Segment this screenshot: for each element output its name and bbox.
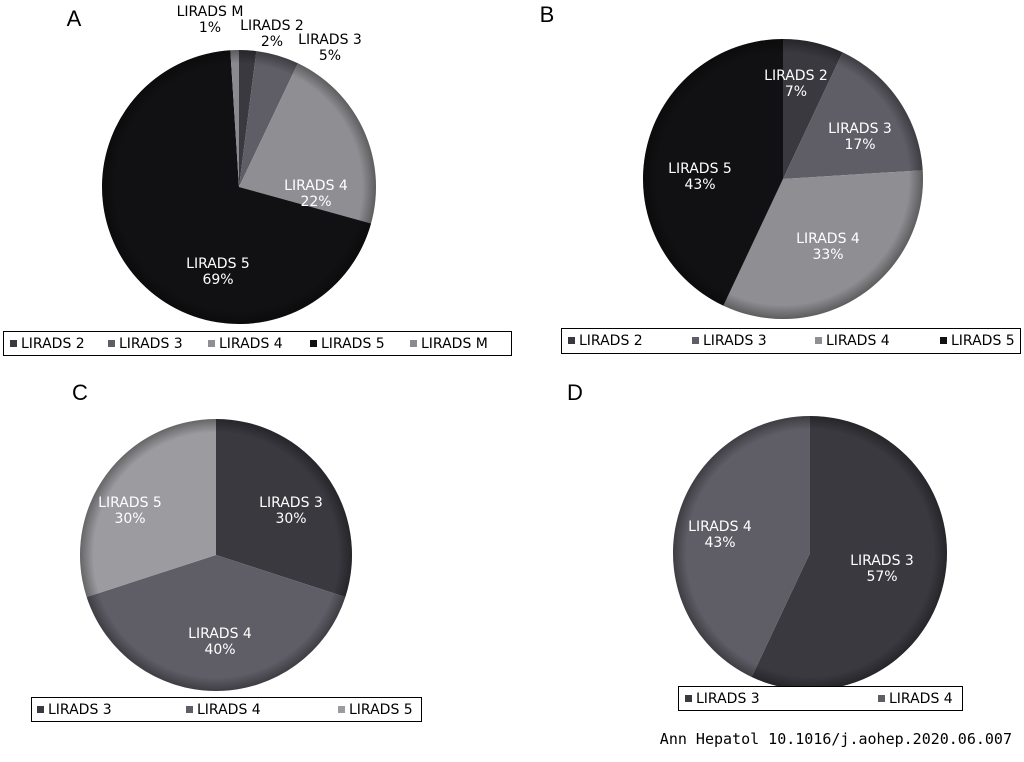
slice-label-category: LIRADS 3 bbox=[259, 495, 323, 511]
slice-label-category: LIRADS 5 bbox=[668, 161, 732, 177]
panel-letter: D bbox=[567, 380, 583, 405]
legend-label: LIRADS M bbox=[421, 336, 488, 352]
legend-label: LIRADS 3 bbox=[119, 336, 183, 352]
slice-label-percent: 30% bbox=[275, 511, 306, 527]
slice-label-category: LIRADS 5 bbox=[186, 256, 250, 272]
legend-swatch bbox=[568, 337, 575, 344]
slice-label-category: LIRADS 5 bbox=[98, 495, 162, 511]
legend-box bbox=[3, 331, 512, 356]
slice-label-category: LIRADS 4 bbox=[796, 231, 860, 247]
slice-label-category: LIRADS 4 bbox=[284, 178, 348, 194]
legend-swatch bbox=[10, 340, 17, 347]
legend-label: LIRADS 2 bbox=[21, 336, 85, 352]
slice-label-percent: 33% bbox=[812, 247, 843, 263]
legend-label: LIRADS 3 bbox=[48, 702, 112, 718]
panel-letter: B bbox=[540, 2, 555, 27]
legend-swatch bbox=[338, 706, 345, 713]
slice-label-percent: 40% bbox=[204, 642, 235, 658]
legend-swatch bbox=[186, 706, 193, 713]
slice-label-category: LIRADS 3 bbox=[298, 32, 362, 48]
slice-label-category: LIRADS 3 bbox=[850, 553, 914, 569]
pie-edge-shading bbox=[80, 419, 352, 691]
legend-swatch bbox=[940, 337, 947, 344]
legend-label: LIRADS 4 bbox=[197, 702, 261, 718]
slice-label-percent: 5% bbox=[319, 48, 341, 64]
pie-edge-shading bbox=[643, 39, 923, 319]
legend-label: LIRADS 3 bbox=[696, 691, 760, 707]
legend-swatch bbox=[310, 340, 317, 347]
slice-label-percent: 43% bbox=[684, 177, 715, 193]
citation: Ann Hepatol 10.1016/j.aohep.2020.06.007 bbox=[659, 730, 1012, 748]
legend-label: LIRADS 4 bbox=[889, 691, 953, 707]
legend-label: LIRADS 4 bbox=[826, 333, 890, 349]
legend-swatch bbox=[108, 340, 115, 347]
slice-label-percent: 2% bbox=[261, 34, 283, 50]
pie-edge-shading bbox=[673, 416, 947, 690]
panel-letter: A bbox=[67, 6, 82, 31]
legend-swatch bbox=[208, 340, 215, 347]
legend-box bbox=[31, 697, 422, 722]
legend-label: LIRADS 5 bbox=[349, 702, 413, 718]
legend-swatch bbox=[410, 340, 417, 347]
slice-label-percent: 69% bbox=[202, 272, 233, 288]
slice-label-percent: 43% bbox=[704, 535, 735, 551]
slice-label-percent: 1% bbox=[199, 20, 221, 36]
slice-label-category: LIRADS 4 bbox=[688, 519, 752, 535]
slice-label-category: LIRADS 4 bbox=[188, 626, 252, 642]
slice-label-percent: 22% bbox=[300, 194, 331, 210]
legend-label: LIRADS 3 bbox=[703, 333, 767, 349]
slice-label-category: LIRADS M bbox=[177, 4, 244, 20]
legend-box bbox=[678, 686, 963, 711]
legend-label: LIRADS 4 bbox=[219, 336, 283, 352]
pie-edge-shading bbox=[102, 50, 376, 324]
slice-label-percent: 57% bbox=[866, 569, 897, 585]
slice-label-category: LIRADS 2 bbox=[240, 18, 304, 34]
slice-label-category: LIRADS 2 bbox=[764, 68, 828, 84]
panel-letter: C bbox=[72, 380, 88, 405]
legend-swatch bbox=[692, 337, 699, 344]
legend-swatch bbox=[878, 695, 885, 702]
slice-label-percent: 30% bbox=[114, 511, 145, 527]
slice-label-category: LIRADS 3 bbox=[828, 121, 892, 137]
legend-label: LIRADS 5 bbox=[321, 336, 385, 352]
legend-swatch bbox=[37, 706, 44, 713]
legend-swatch bbox=[685, 695, 692, 702]
legend-label: LIRADS 5 bbox=[951, 333, 1015, 349]
legend-label: LIRADS 2 bbox=[579, 333, 643, 349]
legend-swatch bbox=[815, 337, 822, 344]
slice-label-percent: 17% bbox=[844, 137, 875, 153]
slice-label-percent: 7% bbox=[785, 84, 807, 100]
